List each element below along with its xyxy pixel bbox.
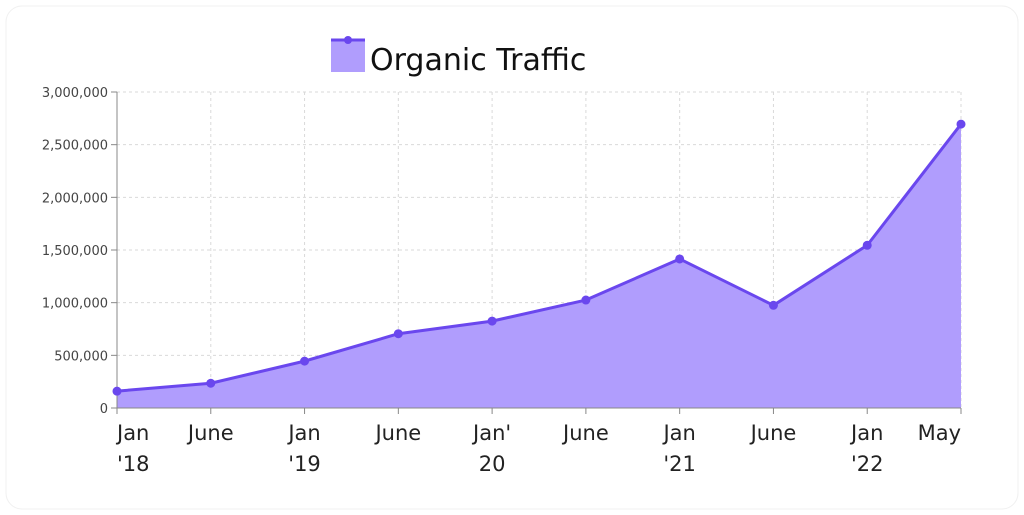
data-point	[300, 356, 310, 366]
x-tick-label: Jan	[849, 421, 883, 445]
x-tick-label: June	[561, 421, 609, 445]
x-tick-label: June	[186, 421, 234, 445]
x-tick-label-year: 20	[479, 452, 506, 476]
x-tick-label: Jan	[286, 421, 320, 445]
y-tick-label: 1,500,000	[42, 244, 108, 259]
area-layer	[116, 123, 963, 409]
data-point	[581, 295, 591, 305]
y-tick-label: 1,000,000	[42, 297, 108, 312]
x-tick-label-year: '18	[117, 452, 150, 476]
axis-layer	[111, 91, 962, 414]
data-point	[956, 119, 966, 129]
x-tick-label: Jan'	[471, 421, 511, 445]
legend-marker	[344, 36, 352, 44]
legend-swatch	[331, 40, 365, 72]
data-point	[487, 316, 497, 326]
y-tick-label: 2,000,000	[42, 191, 108, 206]
x-tick-label-year: '21	[663, 452, 696, 476]
y-tick-label: 3,000,000	[42, 86, 108, 101]
y-tick-label: 500,000	[54, 349, 108, 364]
legend-label: Organic Traffic	[370, 43, 586, 78]
series-line	[116, 123, 963, 393]
x-tick-label-year: '19	[288, 452, 321, 476]
x-axis-ticks: Jan '18 June Jan '19 June Jan' 20 June Jan '21 June…	[115, 421, 961, 476]
x-tick-label: Jan	[115, 421, 149, 445]
data-point	[768, 300, 778, 310]
x-tick-label: June	[749, 421, 797, 445]
data-point	[206, 378, 216, 388]
x-tick-label: May	[918, 421, 961, 445]
x-tick-label-year: '22	[851, 452, 884, 476]
area-fill	[117, 124, 961, 409]
x-tick-label: Jan	[661, 421, 695, 445]
points-layer	[112, 119, 966, 396]
y-tick-label: 0	[100, 402, 108, 417]
data-point	[393, 329, 403, 339]
data-point	[675, 254, 685, 264]
y-tick-label: 2,500,000	[42, 139, 108, 154]
x-tick-label: June	[373, 421, 421, 445]
y-axis-ticks: 0 500,000 1,000,000 1,500,000 2,000,000 2,500…	[42, 86, 108, 417]
legend: Organic Traffic	[331, 36, 586, 78]
data-point	[862, 240, 872, 250]
data-point	[112, 386, 122, 396]
